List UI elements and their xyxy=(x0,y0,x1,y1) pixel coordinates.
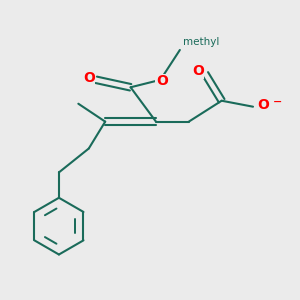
Text: methyl: methyl xyxy=(183,37,219,47)
Text: −: − xyxy=(272,97,282,107)
Text: O: O xyxy=(192,64,204,78)
Text: O: O xyxy=(257,98,269,112)
Text: O: O xyxy=(156,74,168,88)
Text: O: O xyxy=(83,71,95,85)
